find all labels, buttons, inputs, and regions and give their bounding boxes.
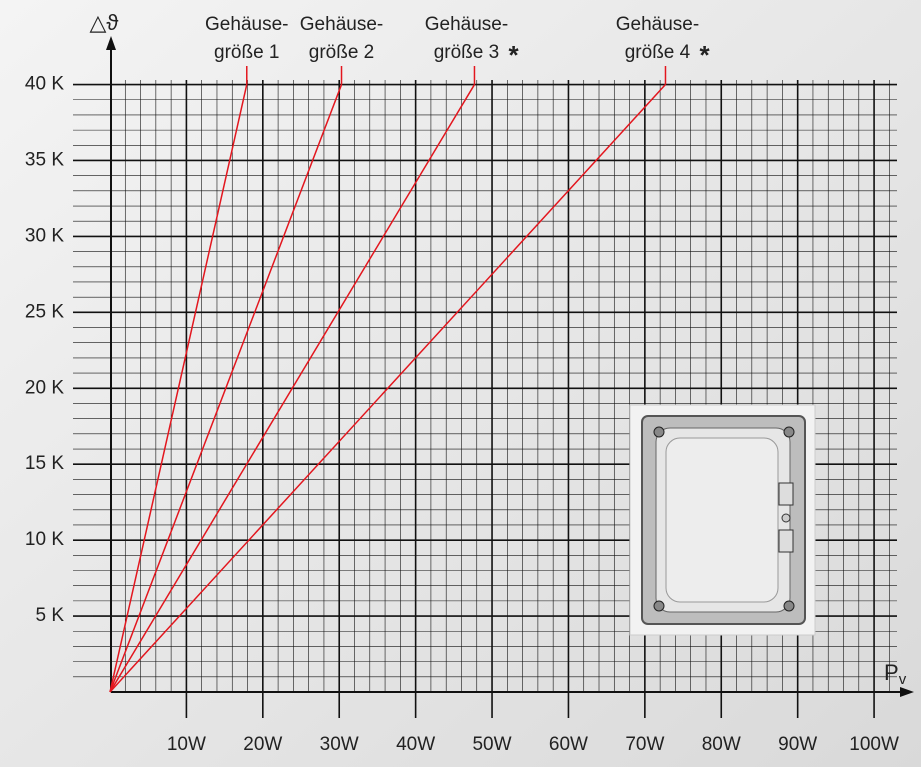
y-tick-label: 35 K: [25, 150, 64, 171]
x-tick-label: 80W: [702, 734, 741, 755]
x-tick-label: 40W: [396, 734, 435, 755]
x-axis-label-sub: v: [899, 671, 907, 688]
x-tick-label: 70W: [625, 734, 664, 755]
series-label: Gehäuse-: [205, 14, 288, 35]
x-axis-label: Pv: [884, 660, 907, 688]
series-label: Gehäuse-: [616, 14, 699, 35]
y-tick-label: 20 K: [25, 377, 64, 398]
series-label: Gehäuse-: [300, 14, 383, 35]
y-axis-label: △ϑ: [90, 10, 119, 35]
series-line: [109, 84, 248, 693]
series-label: Gehäuse-: [425, 14, 508, 35]
x-axis-label-main: P: [884, 660, 899, 685]
series-label: größe 4: [625, 42, 691, 63]
enclosure-image: [629, 404, 816, 636]
y-tick-label: 15 K: [25, 453, 64, 474]
series-label: größe 1: [214, 42, 279, 63]
y-tick-label: 5 K: [35, 605, 64, 626]
x-tick-label: 90W: [778, 734, 817, 755]
x-tick-label: 20W: [243, 734, 282, 755]
y-arrow: [106, 36, 116, 50]
series-note: *: [508, 40, 519, 70]
y-tick-label: 40 K: [25, 74, 64, 95]
series-note: *: [699, 40, 710, 70]
series-label: größe 3: [434, 42, 499, 63]
y-tick-label: 10 K: [25, 529, 64, 550]
y-tick-label: 30 K: [25, 225, 64, 246]
x-tick-label: 30W: [320, 734, 359, 755]
x-tick-label: 10W: [167, 734, 206, 755]
series-line: [109, 84, 667, 693]
x-tick-label: 50W: [472, 734, 511, 755]
x-tick-label: 60W: [549, 734, 588, 755]
x-arrow: [900, 687, 914, 697]
series-line: [109, 84, 343, 693]
series-label: größe 2: [309, 42, 374, 63]
y-tick-label: 25 K: [25, 301, 64, 322]
x-tick-label: 100W: [849, 734, 899, 755]
series-line: [109, 84, 476, 693]
